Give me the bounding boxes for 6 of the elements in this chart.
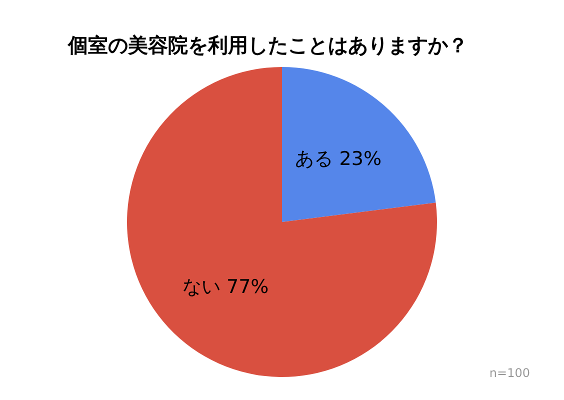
pie-slice: [282, 67, 436, 222]
slice-label: ある 23%: [295, 148, 382, 170]
slice-label: ない 77%: [182, 276, 269, 298]
pie-slice: [127, 67, 437, 377]
chart-title: 個室の美容院を利用したことはありますか？: [67, 33, 468, 57]
text: n=100: [489, 366, 530, 380]
